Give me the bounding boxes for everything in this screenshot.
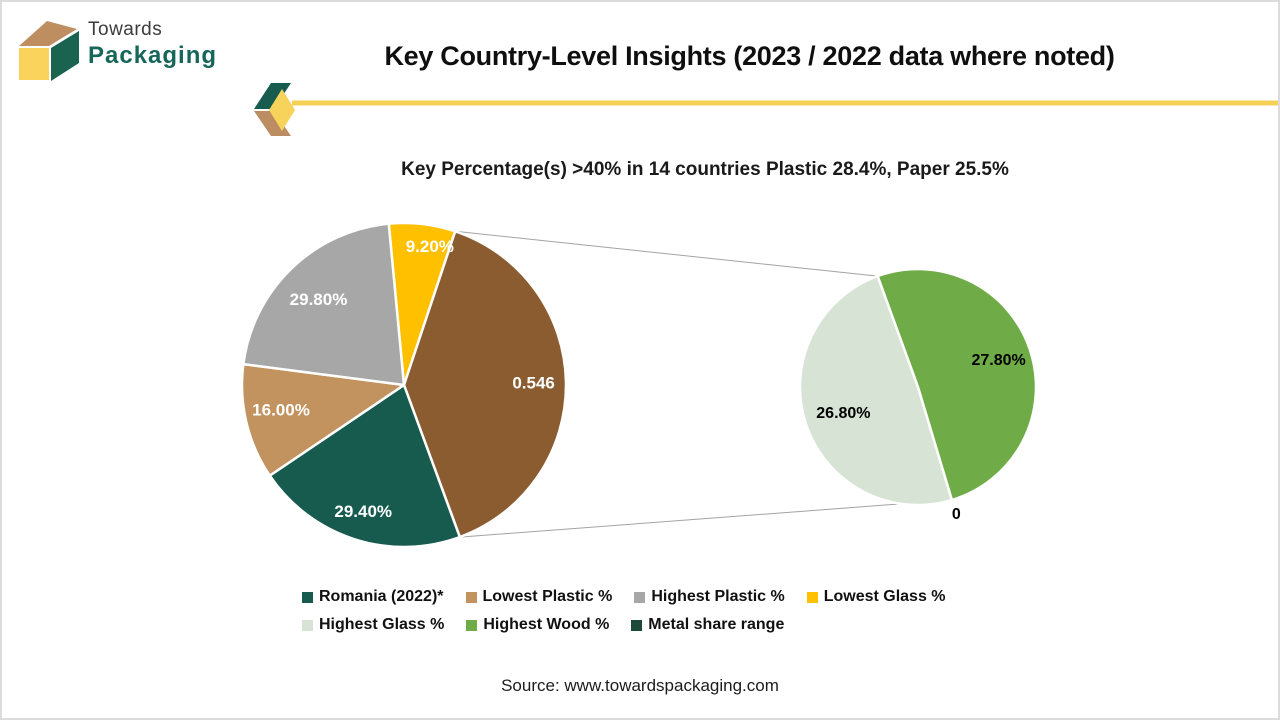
legend-swatch-icon: [302, 619, 313, 631]
page-title: Key Country-Level Insights (2023 / 2022 …: [384, 41, 1115, 71]
series-connector-line: [455, 230, 878, 277]
legend-item-lowest-glass: Lowest Glass %: [806, 588, 946, 606]
legend-row: Romania (2022)* Lowest Plastic % Highest P…: [302, 588, 946, 606]
secondary-pie-slice-highest-wood: [876, 267, 1038, 502]
source-line: Source: www.towardspackaging.com: [501, 676, 779, 695]
secondary-pie-label-metal-share-range: 0: [952, 506, 961, 523]
legend-swatch-icon: [634, 591, 646, 603]
legend-swatch-icon: [466, 619, 478, 631]
header-accent: [254, 83, 1278, 136]
accent-diamond-icon: [269, 89, 295, 131]
series-connector-line: [459, 499, 952, 538]
logo-cube-front-face: [19, 48, 49, 80]
chart-title: Key Percentage(s) >40% in 14 countries P…: [401, 159, 1009, 180]
legend-label: Lowest Plastic %: [482, 588, 613, 605]
logo-text: Towards Packaging: [88, 14, 217, 69]
legend-label: Highest Plastic %: [651, 588, 785, 605]
main-pie-label-highest-plastic: 29.80%: [290, 290, 348, 309]
legend-row: Highest Glass % Highest Wood % Metal share…: [302, 616, 946, 634]
secondary-pie-slice-highest-glass: [798, 274, 954, 507]
legend-item-lowest-plastic: Lowest Plastic %: [465, 588, 613, 606]
legend-item-romania-2022: Romania (2022)*: [302, 588, 444, 606]
secondary-pie-label-highest-wood: 27.80%: [971, 352, 1025, 369]
legend-label: Highest Glass %: [319, 616, 445, 633]
main-pie-label-lowest-glass: 9.20%: [406, 237, 454, 256]
main-pie-label-romania-2022: 29.40%: [334, 502, 392, 521]
legend-label: Metal share range: [648, 616, 785, 633]
main-pie-label-lowest-plastic: 16.00%: [252, 401, 310, 420]
legend-label: Highest Wood %: [483, 616, 610, 633]
legend-swatch-icon: [465, 591, 477, 603]
main-pie-label-other-secondary-group: 0.546: [512, 374, 555, 393]
logo-cube-icon: [19, 21, 79, 81]
towards-packaging-logo: Towards Packaging: [18, 14, 217, 82]
logo-cube-side-face: [51, 31, 79, 81]
legend-label: Romania (2022)*: [319, 588, 444, 605]
logo-line1: Towards: [88, 19, 163, 40]
secondary-pie-label-highest-glass: 26.80%: [816, 405, 870, 422]
pie-of-pie-chart: 9.20% 0.546 29.40% 16.00% 29.80% 26.80% 27.80%…: [240, 221, 1038, 549]
logo-cube-top-face: [19, 21, 77, 46]
accent-line: [292, 100, 1278, 106]
legend-item-highest-glass: Highest Glass %: [302, 616, 444, 634]
logo-line2: Packaging: [88, 41, 218, 69]
chart-legend: Romania (2022)* Lowest Plastic % Highest P…: [302, 588, 946, 634]
legend-item-highest-plastic: Highest Plastic %: [634, 588, 785, 606]
main-pie-slice-other-secondary-group: [402, 230, 568, 539]
legend-swatch-icon: [806, 591, 818, 603]
main-pie-slice-highest-plastic: [242, 222, 406, 387]
main-pie-slice-lowest-plastic: [240, 362, 406, 477]
main-pie-slice-romania-2022: [268, 383, 462, 549]
legend-swatch-icon: [631, 619, 643, 631]
legend-label: Lowest Glass %: [823, 588, 946, 605]
legend-item-metal-share-range: Metal share range: [631, 616, 784, 634]
legend-swatch-icon: [302, 591, 313, 603]
legend-item-highest-wood: Highest Wood %: [466, 616, 609, 634]
